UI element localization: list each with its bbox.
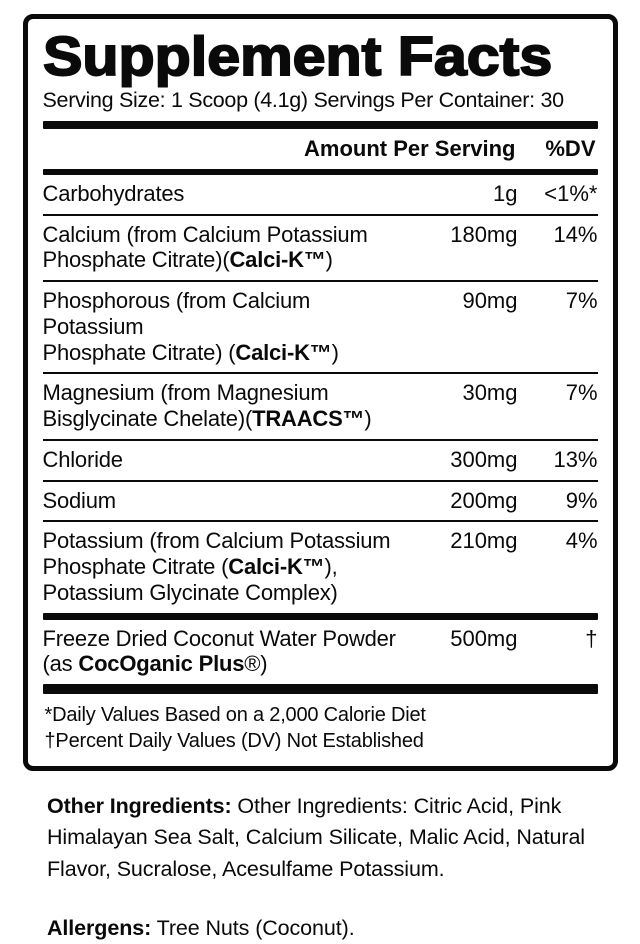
nutrient-row: Potassium (from Calcium Potassium Phospha… (42, 520, 598, 612)
divider-thick-bottom (42, 684, 598, 695)
other-ingredients-paragraph: Other Ingredients: Other Ingredients: Ci… (47, 791, 588, 885)
nutrient-row: Freeze Dried Coconut Water Powder (as Coc… (43, 620, 598, 684)
nutrient-row: Sodium 200mg 9% (42, 479, 598, 521)
amount-value: 90mg (462, 288, 518, 314)
dv-value: 7% (565, 288, 598, 314)
dv-value: 9% (565, 487, 598, 513)
nutrient-row: Carbohydrates 1g <1%* (43, 175, 598, 214)
nutrient-name: Freeze Dried Coconut Water Powder (as Coc… (42, 625, 396, 677)
column-header-row: Amount Per Serving %DV (43, 129, 598, 169)
divider-above-blend (42, 612, 598, 620)
amount-value: 500mg (450, 625, 518, 651)
panel-title: Supplement Facts (41, 25, 552, 87)
allergens-label: Allergens: (47, 915, 152, 940)
footnotes: *Daily Values Based on a 2,000 Calorie D… (43, 694, 598, 758)
dv-value: 14% (553, 221, 598, 247)
nutrient-name: Phosphorous (from Calcium Potassium Phosp… (42, 288, 339, 365)
divider-under-header (42, 169, 598, 175)
nutrient-row: Chloride 300mg 13% (42, 438, 598, 480)
nutrient-row: Magnesium (from Magnesium Bisglycinate Ch… (42, 372, 598, 438)
dv-value: 7% (565, 380, 598, 406)
nutrient-name: Potassium (from Calcium Potassium Phospha… (42, 528, 391, 605)
amount-value: 1g (493, 181, 518, 206)
amount-value: 200mg (450, 487, 518, 513)
nutrient-name: Chloride (42, 446, 124, 472)
amount-per-serving-header: Amount Per Serving (304, 136, 516, 161)
serving-size-line: Serving Size: 1 Scoop (4.1g) Servings Pe… (42, 88, 565, 112)
amount-value: 300mg (450, 446, 518, 472)
nutrient-name: Calcium (from Calcium Potassium Phosphate… (42, 221, 368, 273)
amount-value: 180mg (450, 221, 518, 247)
nutrient-name: Magnesium (from Magnesium Bisglycinate Ch… (42, 380, 372, 432)
dv-value: 13% (553, 446, 598, 472)
dv-value: <1%* (544, 181, 598, 206)
allergens-text: Tree Nuts (Coconut). (151, 915, 355, 940)
dv-header: %DV (545, 136, 596, 161)
nutrient-name: Sodium (42, 487, 117, 513)
nutrient-row: Phosphorous (from Calcium Potassium Phosp… (42, 280, 598, 372)
nutrient-row: Calcium (from Calcium Potassium Phosphate… (42, 213, 598, 280)
supplement-facts-panel: Supplement Facts Serving Size: 1 Scoop (… (22, 14, 618, 771)
extra-rows: Freeze Dried Coconut Water Powder (as Coc… (43, 620, 598, 684)
divider-thick-top (42, 121, 598, 129)
main-rows: Carbohydrates 1g <1%* Calcium (from Calcium… (42, 175, 598, 613)
amount-value: 30mg (462, 380, 518, 406)
dv-value: † (585, 625, 598, 651)
nutrient-name: Carbohydrates (42, 181, 185, 206)
allergens-paragraph: Allergens: Tree Nuts (Coconut). (47, 913, 588, 944)
amount-value: 210mg (450, 528, 518, 554)
dv-value: 4% (565, 528, 598, 554)
footnote-line: †Percent Daily Values (DV) Not Establish… (44, 730, 424, 753)
below-label-section: Other Ingredients: Other Ingredients: Ci… (47, 791, 588, 944)
other-ingredients-label: Other Ingredients: (47, 793, 232, 818)
footnote-line: *Daily Values Based on a 2,000 Calorie D… (44, 704, 426, 727)
